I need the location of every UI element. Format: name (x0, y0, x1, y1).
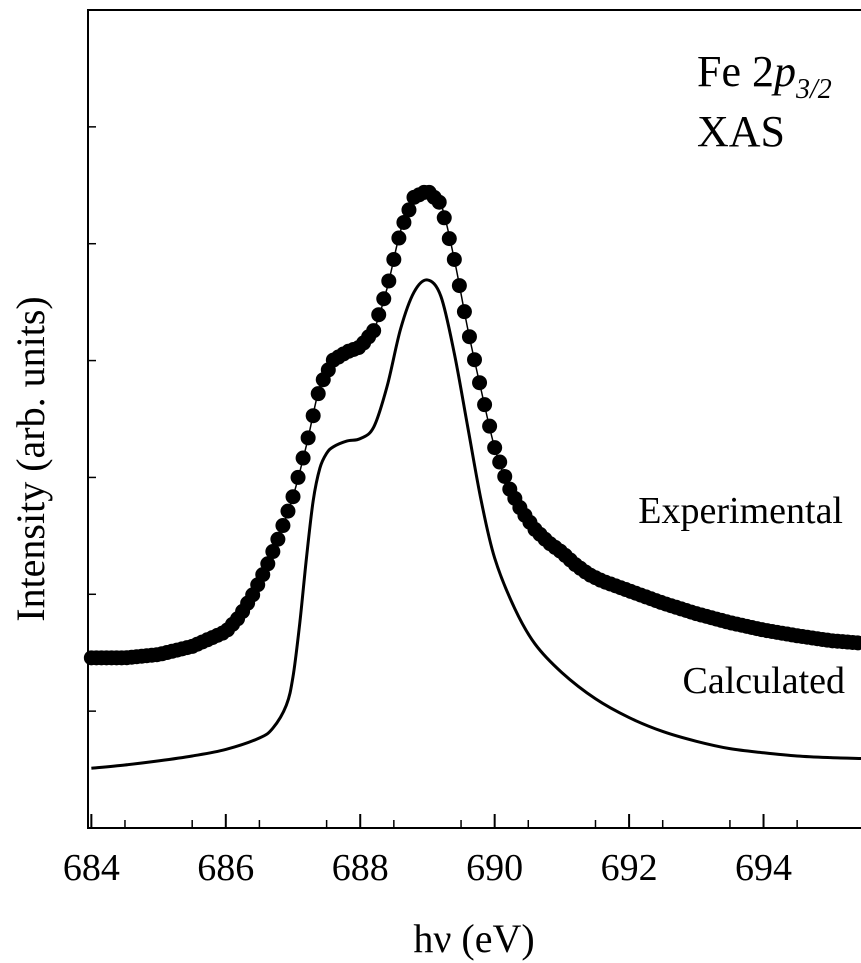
experimental-point (431, 194, 447, 210)
calculated-series-label: Calculated (683, 660, 845, 702)
experimental-point (265, 544, 281, 560)
experimental-point (290, 469, 306, 485)
experimental-point (280, 503, 296, 519)
experimental-point (451, 278, 467, 294)
annotation-italic-p: p (771, 47, 796, 96)
fe-2p-annotation: Fe 2p3/2 (697, 47, 832, 105)
experimental-series (83, 184, 861, 666)
experimental-point (441, 231, 457, 247)
x-tick-label: 684 (63, 847, 120, 889)
x-tick-label: 686 (197, 847, 254, 889)
experimental-point (285, 489, 301, 505)
experimental-point (467, 352, 482, 368)
experimental-line (91, 189, 861, 659)
xas-annotation: XAS (697, 107, 785, 156)
experimental-point (456, 304, 472, 320)
experimental-point (310, 386, 326, 402)
experimental-point (371, 307, 387, 323)
x-axis-title: hν (eV) (413, 916, 534, 961)
annotation-prefix: Fe 2 (697, 47, 774, 96)
experimental-point (305, 408, 321, 424)
experimental-point (366, 323, 382, 339)
calculated-series (91, 278, 861, 770)
plot-frame (87, 9, 861, 829)
experimental-point (461, 329, 477, 345)
experimental-point (270, 531, 286, 547)
x-tick-label: 692 (601, 847, 658, 889)
experimental-point (487, 440, 503, 456)
experimental-point (436, 210, 452, 226)
experimental-point (376, 291, 392, 307)
experimental-point (300, 430, 316, 446)
x-tick-label: 694 (735, 847, 792, 889)
axes: 684 686 688 690 692 694 (63, 9, 861, 889)
experimental-point (482, 418, 498, 434)
annotation-subscript: 3/2 (795, 74, 832, 105)
experimental-point (477, 397, 493, 413)
experimental-point (492, 454, 508, 470)
experimental-point (295, 450, 311, 466)
x-tick-label: 690 (466, 847, 523, 889)
experimental-series-label: Experimental (638, 490, 843, 532)
y-axis-title: Intensity (arb. units) (8, 296, 53, 622)
calculated-line (91, 278, 861, 770)
experimental-point (260, 556, 276, 572)
x-tick-label: 688 (332, 847, 389, 889)
experimental-point (401, 202, 417, 218)
experimental-point (850, 635, 861, 651)
experimental-point (497, 468, 513, 484)
experimental-point (386, 251, 402, 267)
experimental-point (391, 230, 407, 246)
experimental-point (381, 273, 397, 289)
experimental-point (446, 251, 462, 267)
experimental-point (396, 214, 412, 230)
experimental-point (275, 518, 291, 534)
experimental-point (472, 375, 488, 391)
